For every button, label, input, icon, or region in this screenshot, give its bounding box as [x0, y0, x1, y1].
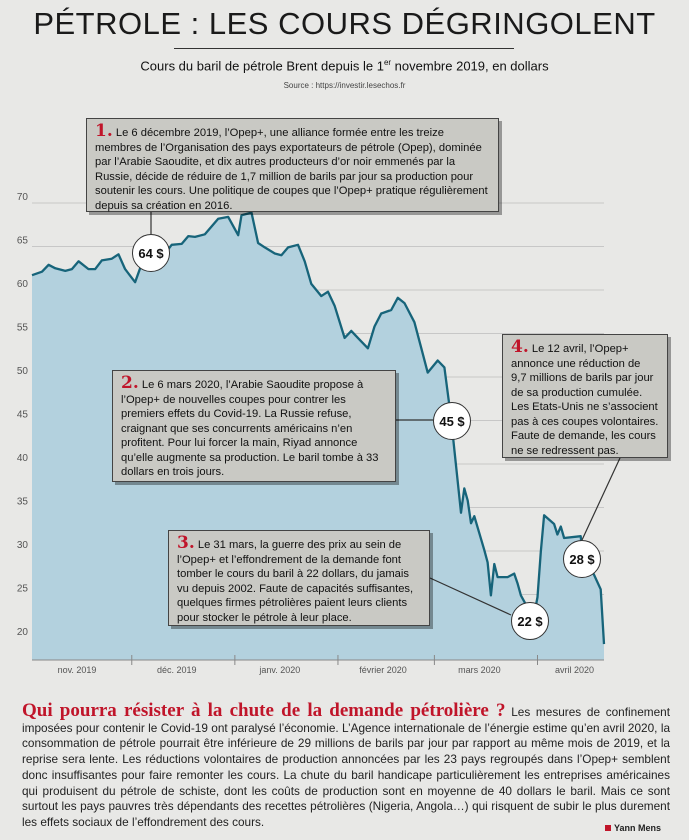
- price-bubble-45: 45 $: [433, 402, 471, 440]
- annotation-number: 1.: [95, 121, 113, 141]
- subtitle-before: Cours du baril de pétrole Brent depuis l…: [140, 58, 384, 74]
- article-text: Qui pourra résister à la chute de la dem…: [22, 700, 670, 831]
- price-bubble-28: 28 $: [563, 540, 601, 578]
- annotation-number: 2.: [121, 373, 139, 393]
- price-bubble-22: 22 $: [511, 602, 549, 640]
- title-underline: [174, 48, 514, 49]
- x-tick-label: nov. 2019: [58, 665, 97, 675]
- chart-subtitle: Cours du baril de pétrole Brent depuis l…: [0, 58, 689, 73]
- x-tick-label: mars 2020: [458, 665, 501, 675]
- x-tick-label: avril 2020: [555, 665, 594, 675]
- article-lead: Qui pourra résister à la chute de la dem…: [22, 700, 506, 721]
- price-bubble-64: 64 $: [132, 234, 170, 272]
- y-tick-label: 20: [17, 627, 29, 638]
- annotation-text: Le 6 décembre 2019, l’Opep+, une allianc…: [95, 127, 488, 212]
- y-tick-label: 40: [17, 453, 29, 464]
- y-tick-label: 55: [17, 323, 29, 334]
- subtitle-after: novembre 2019, en dollars: [391, 58, 549, 74]
- y-tick-label: 70: [17, 192, 29, 203]
- x-tick-label: janv. 2020: [258, 665, 300, 675]
- y-tick-label: 25: [17, 584, 29, 595]
- x-axis-ticks: nov. 2019 déc. 2019 janv. 2020 février 2020…: [58, 655, 594, 675]
- x-tick-label: déc. 2019: [157, 665, 197, 675]
- y-tick-label: 65: [17, 236, 29, 247]
- annotation-box-1: 1. Le 6 décembre 2019, l’Opep+, une alli…: [86, 118, 499, 212]
- annotation-number: 4.: [511, 337, 529, 357]
- annotation-connector: [429, 577, 512, 616]
- annotation-box-3: 3. Le 31 mars, la guerre des prix au sei…: [168, 530, 430, 626]
- x-tick-label: février 2020: [359, 665, 407, 675]
- y-tick-label: 30: [17, 540, 29, 551]
- credit-name: Yann Mens: [613, 823, 661, 833]
- annotation-text: Le 12 avril, l’Opep+ annonce une réducti…: [511, 343, 659, 457]
- annotation-connectors: [150, 212, 621, 616]
- author-credit: Yann Mens: [604, 823, 661, 833]
- annotation-box-2: 2. Le 6 mars 2020, l’Arabie Saoudite pro…: [112, 370, 396, 482]
- y-tick-label: 50: [17, 366, 29, 377]
- y-tick-label: 60: [17, 279, 29, 290]
- article-body: Les mesures de confinement imposées pour…: [22, 705, 670, 829]
- subtitle-sup: er: [383, 58, 392, 67]
- chart-source: Source : https://investir.lesechos.fr: [283, 81, 406, 90]
- annotation-text: Le 31 mars, la guerre des prix au sein d…: [177, 539, 414, 624]
- y-axis-ticks: 20 25 30 35 40 45 50 55 60 65 70: [17, 192, 29, 638]
- y-tick-label: 45: [17, 410, 29, 421]
- credit-marker: [604, 825, 611, 831]
- page-title: PÉTROLE : LES COURS DÉGRINGOLENT: [33, 6, 656, 41]
- annotation-connector: [581, 457, 621, 541]
- annotation-text: Le 6 mars 2020, l’Arabie Saoudite propos…: [121, 379, 379, 478]
- y-tick-label: 35: [17, 497, 29, 508]
- annotation-number: 3.: [177, 533, 195, 553]
- annotation-box-4: 4. Le 12 avril, l’Opep+ annonce une rédu…: [502, 334, 668, 458]
